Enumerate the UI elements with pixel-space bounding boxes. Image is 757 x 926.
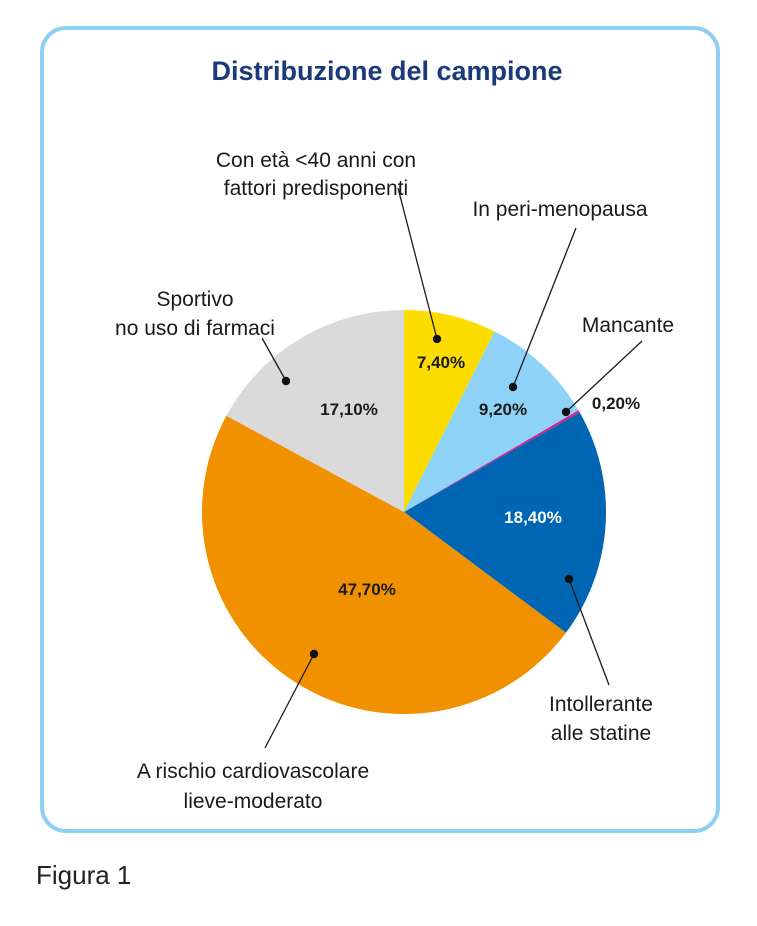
category-label-rischio-cv-line-2: lieve-moderato (184, 790, 323, 813)
leader-dot-under-40 (432, 334, 442, 344)
pie-slice-intollerante (404, 412, 607, 633)
category-label-mancante-line-1: Mancante (582, 314, 674, 337)
pie-slice-sportivo (226, 310, 404, 512)
leader-dot-mancante (561, 407, 571, 417)
leader-line-under-40 (397, 187, 438, 340)
leader-line-sportivo (261, 337, 287, 382)
leader-line-rischio-cv (264, 653, 315, 749)
leader-dot-rischio-cv (309, 649, 319, 659)
category-label-under-40-line-2: fattori predisponenti (224, 177, 408, 200)
leader-line-intollerante (568, 578, 610, 686)
category-labels: Con età <40 anni con fattori predisponent… (115, 149, 674, 813)
category-label-intollerante-line-2: alle statine (551, 722, 651, 745)
figure-caption: Figura 1 (36, 860, 132, 890)
leader-dot-intollerante (564, 574, 574, 584)
category-label-intollerante-line-1: Intollerante (549, 693, 653, 716)
pie-slice-rischio-cv (201, 415, 566, 715)
pie-slice-mancante (404, 410, 580, 512)
pie-slice-under-40 (404, 310, 495, 512)
value-label-sportivo: 17,10% (320, 400, 378, 419)
chart-title: Distribuzione del campione (211, 56, 562, 86)
value-label-intollerante: 18,40% (504, 508, 562, 527)
pie-slices (201, 310, 607, 715)
leader-dot-sportivo (281, 376, 291, 386)
category-label-rischio-cv-line-1: A rischio cardiovascolare (137, 760, 369, 783)
value-labels: 7,40% 9,20% 0,20% 18,40% 47,70% 17,10% (320, 353, 640, 599)
category-label-under-40-line-1: Con età <40 anni con (216, 149, 416, 172)
category-label-sportivo-line-1: Sportivo (156, 288, 233, 311)
value-label-mancante: 0,20% (592, 394, 640, 413)
value-label-rischio-cv: 47,70% (338, 580, 396, 599)
leader-lines (261, 187, 643, 749)
leader-dot-peri-menopausa (508, 382, 518, 392)
value-label-under-40: 7,40% (417, 353, 465, 372)
category-label-sportivo-line-2: no uso di farmaci (115, 317, 275, 340)
leader-line-peri-menopausa (512, 227, 577, 388)
category-label-peri-menopausa-line-1: In peri-menopausa (472, 198, 647, 221)
leader-line-mancante (565, 340, 643, 413)
figure-frame (40, 26, 720, 833)
value-label-peri-menopausa: 9,20% (479, 400, 527, 419)
pie-slice-peri-menopausa (404, 331, 579, 512)
